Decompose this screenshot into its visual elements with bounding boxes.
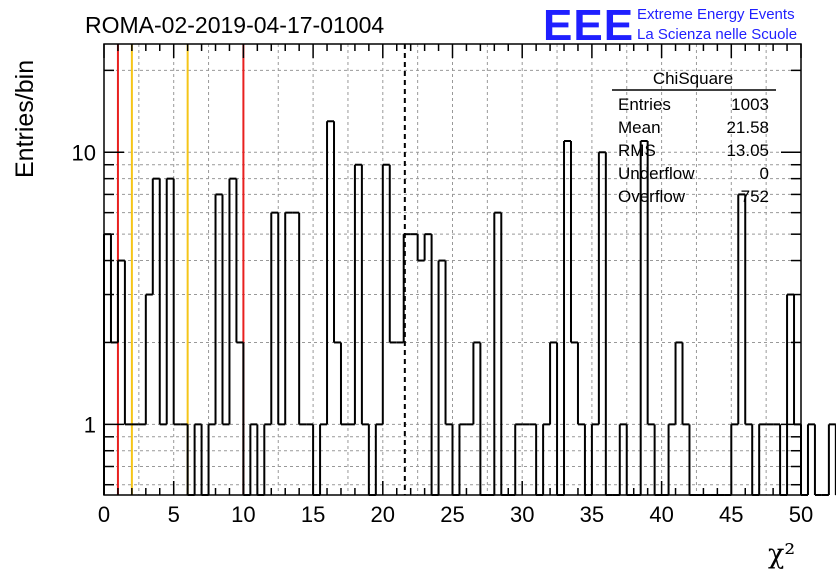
x-tick-label: 0 xyxy=(98,502,110,527)
stats-label: Underflow xyxy=(618,164,695,183)
x-tick-label: 25 xyxy=(440,502,464,527)
stats-value: 13.05 xyxy=(726,141,769,160)
y-tick-label: 1 xyxy=(84,412,96,437)
y-tick-label: 10 xyxy=(72,140,96,165)
histogram-bars xyxy=(103,120,836,496)
x-tick-label: 10 xyxy=(231,502,255,527)
stats-value: 0 xyxy=(760,164,769,183)
stats-label: Entries xyxy=(618,95,671,114)
x-axis-label: χ² xyxy=(768,539,795,570)
stats-box: ChiSquare Entries 1003 Mean 21.58 RMS 13.05 Un… xyxy=(612,69,776,206)
axes: 0 5 10 15 20 25 30 35 40 45 50 1 10 xyxy=(72,43,813,527)
x-tick-label: 50 xyxy=(789,502,813,527)
stats-title: ChiSquare xyxy=(653,69,733,88)
x-tick-label: 35 xyxy=(580,502,604,527)
stats-label: Overflow xyxy=(618,187,686,206)
stats-value: 752 xyxy=(741,187,769,206)
x-tick-label: 45 xyxy=(719,502,743,527)
x-tick-label: 15 xyxy=(301,502,325,527)
x-tick-label: 20 xyxy=(371,502,395,527)
eee-logo: EEE xyxy=(543,1,634,50)
x-tick-label: 5 xyxy=(168,502,180,527)
stats-label: Mean xyxy=(618,118,661,137)
stats-value: 1003 xyxy=(731,95,769,114)
stats-label: RMS xyxy=(618,141,656,160)
logo-line-1: Extreme Energy Events xyxy=(637,6,795,23)
stats-value: 21.58 xyxy=(726,118,769,137)
y-axis-label: Entries/bin xyxy=(11,60,39,178)
x-tick-label: 40 xyxy=(649,502,673,527)
logo-line-2: La Scienza nelle Scuole xyxy=(637,26,797,43)
x-tick-label: 30 xyxy=(510,502,534,527)
run-title: ROMA-02-2019-04-17-01004 xyxy=(85,12,384,38)
